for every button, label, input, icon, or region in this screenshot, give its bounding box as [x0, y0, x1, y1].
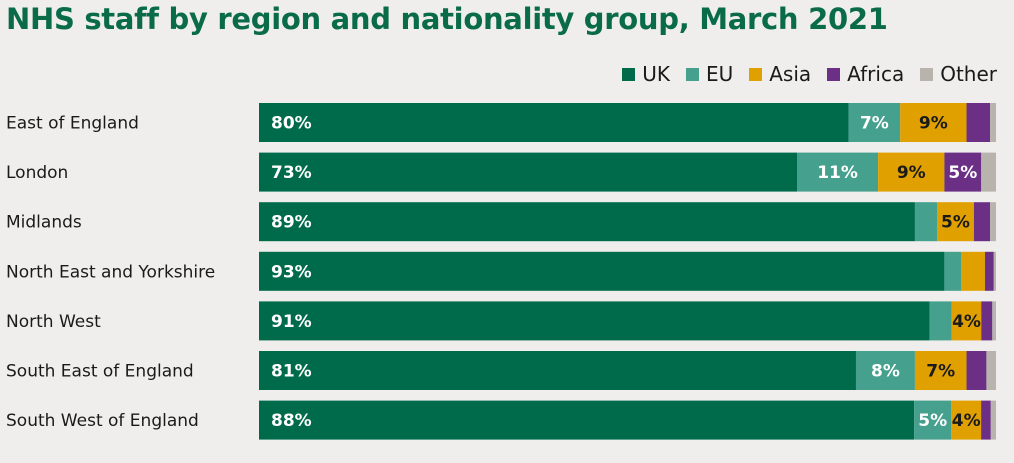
data-label-east-of-england-uk: 80% — [271, 114, 312, 134]
legend-item-asia: Asia — [749, 62, 811, 86]
bar-segment-london-other — [981, 152, 996, 192]
bar-segment-south-west-of-england-asia — [951, 400, 982, 440]
data-label-south-west-of-england-uk: 88% — [271, 411, 312, 431]
legend-swatch-africa — [827, 67, 841, 81]
bar-segment-south-west-of-england-other — [990, 400, 996, 440]
data-label-london-asia: 9% — [897, 163, 926, 183]
data-label-east-of-england-asia: 9% — [919, 114, 948, 134]
bar-segment-midlands-africa — [973, 202, 991, 242]
legend-swatch-other — [920, 67, 934, 81]
bar-segment-east-of-england-asia — [900, 103, 967, 142]
data-label-midlands-asia: 5% — [941, 213, 970, 233]
chart-legend: UK EU Asia Africa Other — [622, 62, 997, 86]
bar-segment-midlands-other — [990, 202, 996, 242]
legend-item-eu: EU — [685, 62, 734, 86]
row-label-south-east-of-england: South East of England — [6, 362, 194, 382]
legend-item-africa: Africa — [827, 62, 904, 86]
row-label-london: London — [6, 163, 68, 183]
legend-swatch-uk — [622, 67, 636, 81]
bar-segment-south-east-of-england-eu — [855, 351, 915, 390]
bar-segment-south-east-of-england-uk — [259, 351, 856, 390]
legend-item-other: Other — [920, 62, 997, 86]
bar-segment-midlands-asia — [937, 202, 974, 242]
data-label-midlands-uk: 89% — [271, 213, 312, 233]
legend-label-asia: Asia — [769, 62, 812, 86]
bar-segment-south-west-of-england-uk — [259, 400, 915, 440]
data-label-east-of-england-eu: 7% — [860, 114, 889, 134]
row-label-south-west-of-england: South West of England — [6, 411, 199, 431]
data-label-north-east-and-yorkshire-uk: 93% — [271, 262, 312, 282]
bar-segment-north-east-and-yorkshire-eu — [944, 251, 962, 291]
legend-swatch-eu — [685, 67, 699, 81]
bar-segment-south-east-of-england-other — [986, 351, 996, 390]
bar-segment-london-uk — [259, 152, 798, 192]
legend-label-other: Other — [940, 62, 997, 86]
bar-segment-east-of-england-other — [990, 103, 996, 142]
data-label-london-africa: 5% — [948, 163, 977, 183]
data-label-south-west-of-england-eu: 5% — [918, 411, 947, 431]
bar-segment-east-of-england-africa — [966, 103, 991, 142]
data-label-south-east-of-england-uk: 81% — [271, 362, 312, 382]
bar-segment-midlands-eu — [914, 202, 938, 242]
row-label-north-east-and-yorkshire: North East and Yorkshire — [6, 262, 215, 282]
bar-segment-north-west-uk — [259, 301, 930, 341]
data-label-london-eu: 11% — [817, 163, 858, 183]
legend-item-uk: UK — [622, 62, 670, 86]
bar-segment-london-eu — [797, 152, 879, 192]
bar-segment-london-asia — [878, 152, 945, 192]
data-label-north-west-asia: 4% — [952, 312, 981, 332]
legend-label-eu: EU — [705, 62, 734, 86]
bar-segment-south-east-of-england-africa — [966, 351, 987, 390]
row-label-midlands: Midlands — [6, 213, 82, 233]
data-label-north-west-uk: 91% — [271, 312, 312, 332]
bar-segment-south-east-of-england-asia — [914, 351, 967, 390]
legend-swatch-asia — [749, 67, 763, 81]
data-label-south-east-of-england-asia: 7% — [926, 362, 955, 382]
data-label-south-east-of-england-eu: 8% — [871, 362, 900, 382]
bar-segment-north-east-and-yorkshire-africa — [984, 251, 994, 291]
row-label-north-west: North West — [6, 312, 101, 332]
bar-segment-north-west-asia — [951, 301, 982, 341]
bar-segment-midlands-uk — [259, 202, 915, 242]
bar-segment-south-west-of-england-africa — [981, 400, 991, 440]
bar-segment-north-east-and-yorkshire-asia — [961, 251, 985, 291]
bar-segment-north-west-africa — [981, 301, 993, 341]
legend-label-uk: UK — [642, 62, 670, 86]
chart-title: NHS staff by region and nationality grou… — [6, 2, 888, 36]
legend-label-africa: Africa — [847, 62, 905, 86]
bar-segment-east-of-england-eu — [848, 103, 901, 142]
row-label-east-of-england: East of England — [6, 114, 139, 134]
data-label-london-uk: 73% — [271, 163, 312, 183]
bar-segment-north-east-and-yorkshire-uk — [259, 251, 945, 291]
bar-segment-north-west-eu — [929, 301, 952, 341]
bar-segment-london-africa — [944, 152, 982, 192]
bar-segment-north-west-other — [992, 301, 997, 341]
bar-segment-east-of-england-uk — [259, 103, 849, 142]
data-label-south-west-of-england-asia: 4% — [952, 411, 981, 431]
bar-segment-south-west-of-england-eu — [914, 400, 952, 440]
bar-segment-north-east-and-yorkshire-other — [993, 251, 996, 291]
